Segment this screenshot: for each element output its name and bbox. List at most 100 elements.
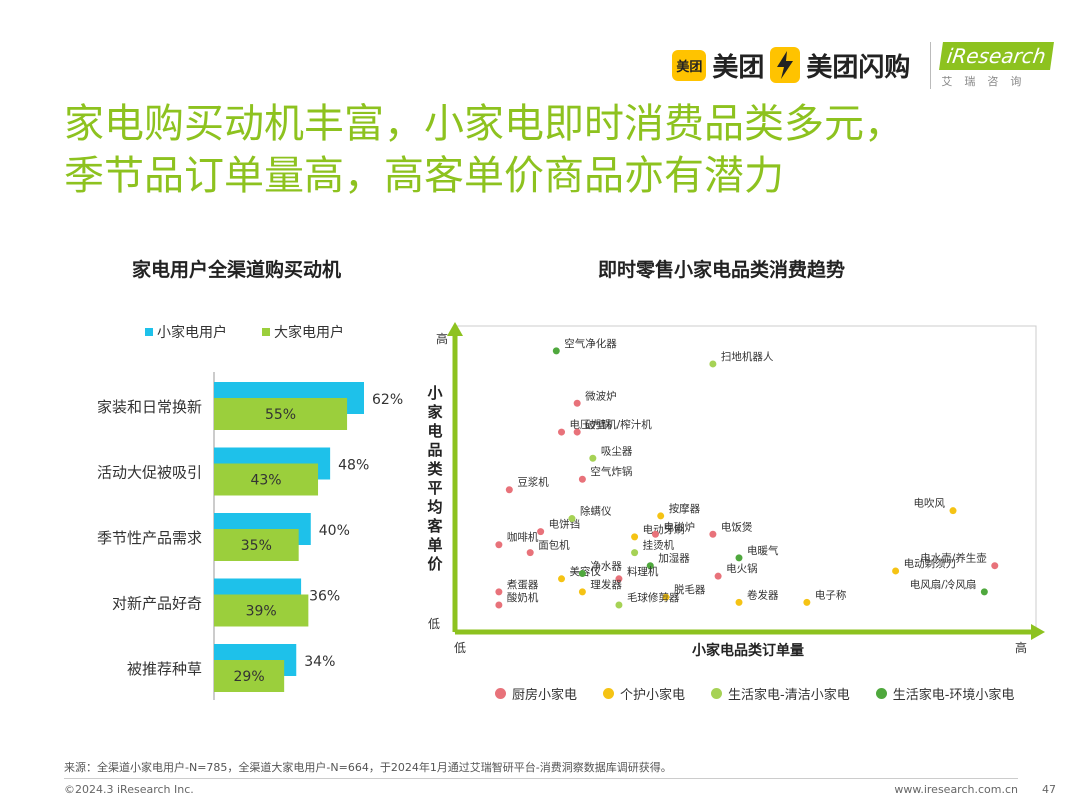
scatter-point — [558, 575, 566, 583]
x-axis-arrow-icon — [1031, 624, 1045, 640]
scatter-point-label: 按摩器 — [669, 502, 701, 515]
scatter-y-axis-label-char: 类 — [427, 460, 443, 478]
scatter-point — [615, 601, 623, 609]
legend-item-life-env: 生活家电-环境小家电 — [875, 684, 1015, 703]
scatter-point-label: 加湿器 — [658, 553, 690, 565]
scatter-point — [573, 428, 581, 436]
y-axis-high-label: 高 — [436, 331, 448, 346]
bar-large-appliance — [214, 529, 299, 561]
bar-value-label-large: 35% — [241, 538, 272, 554]
scatter-point-label: 空气炸锅 — [590, 465, 632, 478]
scatter-point-label: 电饭煲 — [721, 520, 753, 533]
scatter-legend: 厨房小家电 个护小家电 生活家电-清洁小家电 生活家电-环境小家电 — [495, 684, 1014, 703]
scatter-point — [631, 549, 639, 557]
bar-value-label-small: 34% — [304, 654, 335, 670]
scatter-point — [615, 575, 623, 583]
scatter-point — [495, 588, 503, 596]
bar-category-label: 活动大促被吸引 — [97, 464, 202, 482]
scatter-point-label: 吸尘器 — [601, 445, 633, 457]
scatter-point-label: 电风扇/冷风扇 — [910, 578, 977, 591]
header-logos: 美团 美团 美团闪购 iResearch 艾瑞咨询 — [672, 40, 1054, 90]
meituan-badge-logo: 美团 — [672, 49, 707, 81]
scatter-point-label: 挂烫机 — [643, 539, 675, 552]
x-axis-low-label: 低 — [454, 641, 466, 655]
iresearch-logo-subtext: 艾瑞咨询 — [941, 74, 1034, 88]
scatter-x-axis-label: 小家电品类订单量 — [692, 642, 804, 659]
scatter-point-label: 煮蛋器 — [507, 579, 539, 591]
x-axis-high-label: 高 — [1015, 640, 1027, 655]
scatter-point — [980, 588, 988, 596]
legend-label-large-appliance: 大家电用户 — [274, 324, 344, 341]
scatter-point — [651, 530, 659, 538]
scatter-point — [505, 486, 513, 494]
meituan-logo-text: 美团 — [712, 52, 765, 83]
scatter-point — [991, 562, 999, 570]
scatter-point — [892, 567, 900, 575]
scatter-point — [495, 541, 503, 549]
legend-dot-kitchen — [495, 688, 506, 699]
scatter-point-label: 电暖气 — [747, 544, 779, 557]
iresearch-logo: iResearch 艾瑞咨询 — [930, 41, 1054, 89]
legend-dot-life-env — [875, 688, 887, 699]
scatter-y-axis-label-char: 电 — [427, 422, 442, 440]
scatter-point — [949, 507, 957, 515]
scatter-point — [526, 549, 534, 557]
footer-copyright: ©2024.3 iResearch Inc. — [64, 783, 194, 796]
scatter-point — [573, 399, 581, 407]
scatter-point-label: 净水器 — [590, 560, 622, 573]
scatter-point — [558, 428, 566, 436]
scatter-y-axis-label-char: 单 — [427, 536, 442, 554]
legend-item-kitchen: 厨房小家电 — [495, 684, 577, 703]
scatter-point-label: 理发器 — [590, 578, 622, 591]
scatter-point-label: 酸奶机 — [507, 591, 539, 604]
scatter-point-label: 电火锅 — [726, 562, 758, 575]
scatter-point-label: 电饼铛 — [549, 518, 581, 531]
bar-value-label-small: 48% — [338, 458, 369, 474]
scatter-point-label: 电磁炉 — [663, 520, 695, 533]
legend-label-small-appliance: 小家电用户 — [157, 324, 227, 341]
legend-label-life-clean: 生活家电-清洁小家电 — [728, 688, 850, 703]
scatter-point — [657, 512, 665, 520]
scatter-point-label: 除螨仪 — [580, 505, 612, 518]
scatter-point-label: 卷发器 — [747, 588, 779, 601]
scatter-point-label: 空气净化器 — [564, 337, 617, 350]
scatter-point-label: 咖啡机 — [507, 531, 539, 544]
scatter-point — [714, 572, 722, 580]
scatter-chart-title: 即时零售小家电品类消费趋势 — [598, 259, 846, 281]
y-axis-arrow-icon — [447, 322, 463, 336]
bar-large-appliance — [214, 660, 285, 692]
bar-value-label-small: 62% — [372, 392, 403, 408]
scatter-point — [803, 598, 811, 606]
footer-website: www.iresearch.com.cn — [894, 783, 1018, 796]
scatter-point — [578, 588, 586, 596]
scatter-point-label: 微波炉 — [585, 389, 617, 402]
scatter-point-label: 面包机 — [538, 539, 570, 552]
bar-large-appliance — [214, 463, 319, 496]
scatter-point — [589, 454, 597, 462]
scatter-point — [735, 598, 743, 606]
scatter-point-label: 脱毛器 — [674, 583, 706, 596]
page-title-line-1: 家电购买动机丰富，小家电即时消费品类多元， — [64, 101, 904, 147]
legend-swatch-large-appliance — [262, 328, 270, 336]
source-note: 来源：全渠道小家电用户-N=785，全渠道大家电用户-N=664，于2024年1… — [64, 761, 672, 774]
bar-large-appliance — [214, 398, 348, 430]
bar-value-label-small: 36% — [309, 589, 340, 605]
bar-chart-title: 家电用户全渠道购买动机 — [132, 259, 342, 281]
scatter-point — [662, 593, 670, 601]
legend-item-personal-care: 个护小家电 — [603, 684, 685, 703]
scatter-point-label: 电吹风 — [914, 497, 946, 510]
bar-large-appliance — [214, 594, 309, 627]
legend-item-life-clean: 生活家电-清洁小家电 — [711, 684, 850, 703]
scatter-point — [578, 475, 586, 483]
scatter-point-label: 料理机 — [627, 565, 659, 578]
bar-category-label: 季节性产品需求 — [97, 529, 202, 547]
legend-dot-life-clean — [711, 688, 723, 699]
scatter-point — [709, 360, 717, 368]
page-title-line-2: 季节品订单量高，高客单价商品亦有潜力 — [64, 153, 784, 199]
scatter-point — [578, 570, 586, 578]
scatter-y-axis-label-char: 平 — [427, 479, 442, 497]
scatter-y-axis-label-char: 家 — [427, 403, 442, 421]
legend-label-life-env: 生活家电-环境小家电 — [892, 688, 1015, 703]
scatter-point-label: 电压力锅 — [570, 418, 612, 431]
scatter-point — [537, 528, 545, 536]
